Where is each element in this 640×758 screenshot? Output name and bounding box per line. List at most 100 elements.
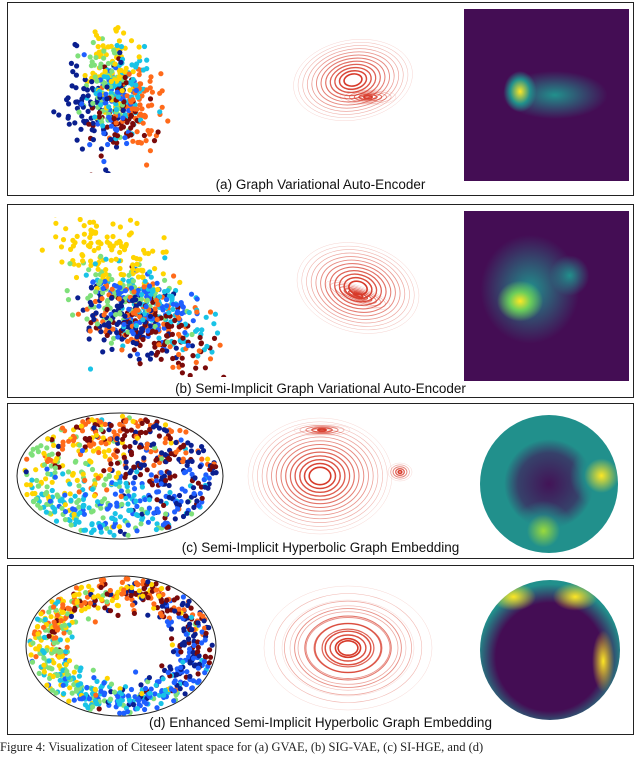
scatter-point <box>135 274 142 280</box>
scatter-point <box>101 337 107 343</box>
scatter-point <box>119 88 125 94</box>
scatter-point <box>137 58 143 64</box>
scatter-point <box>107 466 113 473</box>
scatter-point <box>95 121 101 127</box>
scatter-point <box>34 616 41 622</box>
scatter-point <box>94 78 100 84</box>
scatter-point <box>141 462 147 468</box>
scatter-point <box>169 331 175 337</box>
scatter-point <box>54 672 61 678</box>
scatter-point <box>153 297 160 303</box>
scatter-point <box>159 603 165 609</box>
contour-line <box>310 252 406 324</box>
scatter-point <box>101 158 107 165</box>
scatter-point <box>87 600 93 606</box>
scatter-point <box>123 495 129 501</box>
scatter-point <box>117 686 123 692</box>
scatter-point <box>90 39 96 46</box>
contour-line <box>305 426 339 434</box>
scatter-point <box>92 686 98 692</box>
scatter-point <box>81 239 87 245</box>
scatter-point <box>111 335 117 341</box>
scatter-point <box>96 35 102 42</box>
scatter-point <box>167 344 173 350</box>
scatter-point <box>90 448 96 454</box>
scatter-point <box>130 480 136 486</box>
scatter-point <box>152 691 158 697</box>
scatter-point <box>115 603 121 609</box>
scatter-point <box>159 104 165 110</box>
scatter-point <box>116 296 122 302</box>
scatter-point <box>123 459 129 465</box>
scatter-point <box>70 506 76 512</box>
scatter-point <box>95 593 101 599</box>
scatter-point <box>78 126 84 132</box>
scatter-point <box>194 309 200 315</box>
scatter-point <box>183 681 189 687</box>
scatter-point <box>118 493 124 500</box>
contour-line <box>334 270 382 306</box>
scatter-point <box>156 342 162 348</box>
scatter-point <box>106 472 112 479</box>
scatter-point <box>155 349 161 355</box>
scatter-point <box>81 527 87 533</box>
scatter-point <box>177 427 183 434</box>
scatter-point <box>214 330 221 336</box>
scatter-point <box>163 428 170 434</box>
scatter-point <box>130 339 136 346</box>
scatter-point <box>95 245 102 251</box>
scatter-point <box>96 49 102 55</box>
scatter-point <box>154 497 160 503</box>
scatter-point <box>188 291 195 297</box>
scatter-point <box>202 365 208 371</box>
scatter-point <box>69 634 75 640</box>
scatter-point <box>98 427 104 433</box>
scatter-point <box>159 347 165 353</box>
scatter-point <box>154 489 160 495</box>
scatter-point <box>117 265 123 272</box>
scatter-point <box>158 470 164 476</box>
scatter-point <box>159 663 165 669</box>
scatter-point <box>50 604 57 610</box>
scatter-point <box>169 293 175 299</box>
scatter-point <box>48 463 54 469</box>
scatter-point <box>151 510 157 516</box>
scatter-point <box>39 247 45 253</box>
scatter-point <box>81 52 87 58</box>
scatter-point <box>153 474 159 480</box>
scatter-point <box>137 342 143 348</box>
scatter-point <box>187 646 193 652</box>
scatter-point <box>125 532 131 538</box>
scatter-point <box>83 460 89 466</box>
scatter-point <box>103 441 109 447</box>
scatter-point <box>101 468 107 474</box>
scatter-point <box>199 327 205 333</box>
scatter-point <box>83 272 89 278</box>
scatter-point <box>106 427 112 433</box>
scatter-point <box>46 633 52 639</box>
scatter-point <box>141 455 147 461</box>
scatter-point <box>69 83 75 89</box>
scatter-point <box>182 330 188 336</box>
scatter-point <box>28 451 34 457</box>
scatter-point <box>78 602 84 609</box>
scatter-point <box>103 267 109 273</box>
scatter-point <box>129 113 135 119</box>
scatter-point <box>46 609 52 615</box>
scatter-point <box>60 602 66 608</box>
scatter-point <box>91 675 97 681</box>
scatter-point <box>189 471 195 477</box>
scatter-point <box>117 528 123 534</box>
contour-line <box>311 51 395 109</box>
scatter-point <box>102 278 108 285</box>
scatter-point <box>95 475 101 481</box>
contour-line <box>395 468 405 476</box>
scatter-point <box>133 580 139 586</box>
scatter-point <box>98 153 104 159</box>
scatter-point <box>134 528 140 534</box>
scatter-point <box>90 313 96 319</box>
scatter-point <box>92 29 98 35</box>
scatter-point <box>92 74 98 80</box>
scatter-point <box>88 63 94 69</box>
scatter-point <box>126 697 133 703</box>
